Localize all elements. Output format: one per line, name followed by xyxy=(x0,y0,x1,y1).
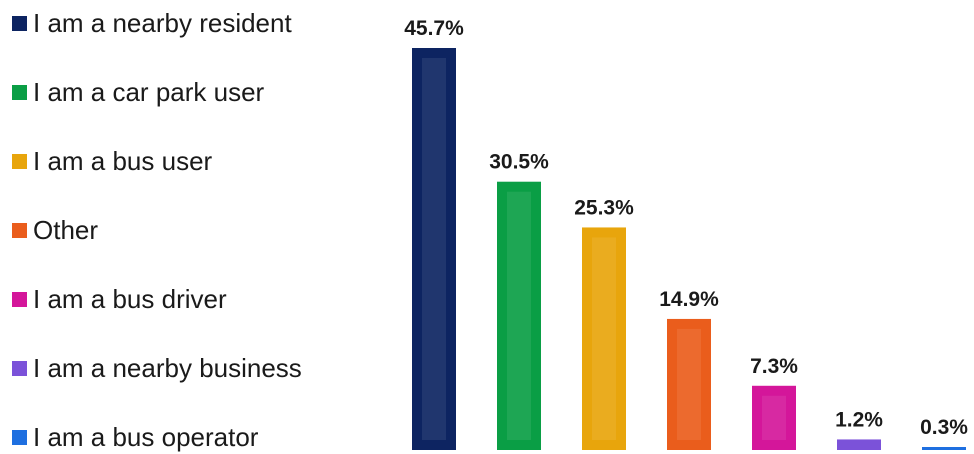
bar-value-label: 14.9% xyxy=(659,288,719,311)
bar-inner xyxy=(762,396,786,440)
bar-value-label: 1.2% xyxy=(835,408,883,431)
bar-value-label: 30.5% xyxy=(489,151,549,174)
bar-inner xyxy=(422,58,446,440)
bar xyxy=(922,447,966,450)
bar-inner xyxy=(507,192,531,440)
bar-inner xyxy=(677,329,701,440)
bar-value-label: 0.3% xyxy=(920,416,968,439)
bar-value-label: 45.7% xyxy=(404,17,464,40)
bar-value-label: 25.3% xyxy=(574,196,634,219)
bar xyxy=(837,439,881,450)
bar-value-label: 7.3% xyxy=(750,355,798,378)
bar-inner xyxy=(592,237,616,440)
